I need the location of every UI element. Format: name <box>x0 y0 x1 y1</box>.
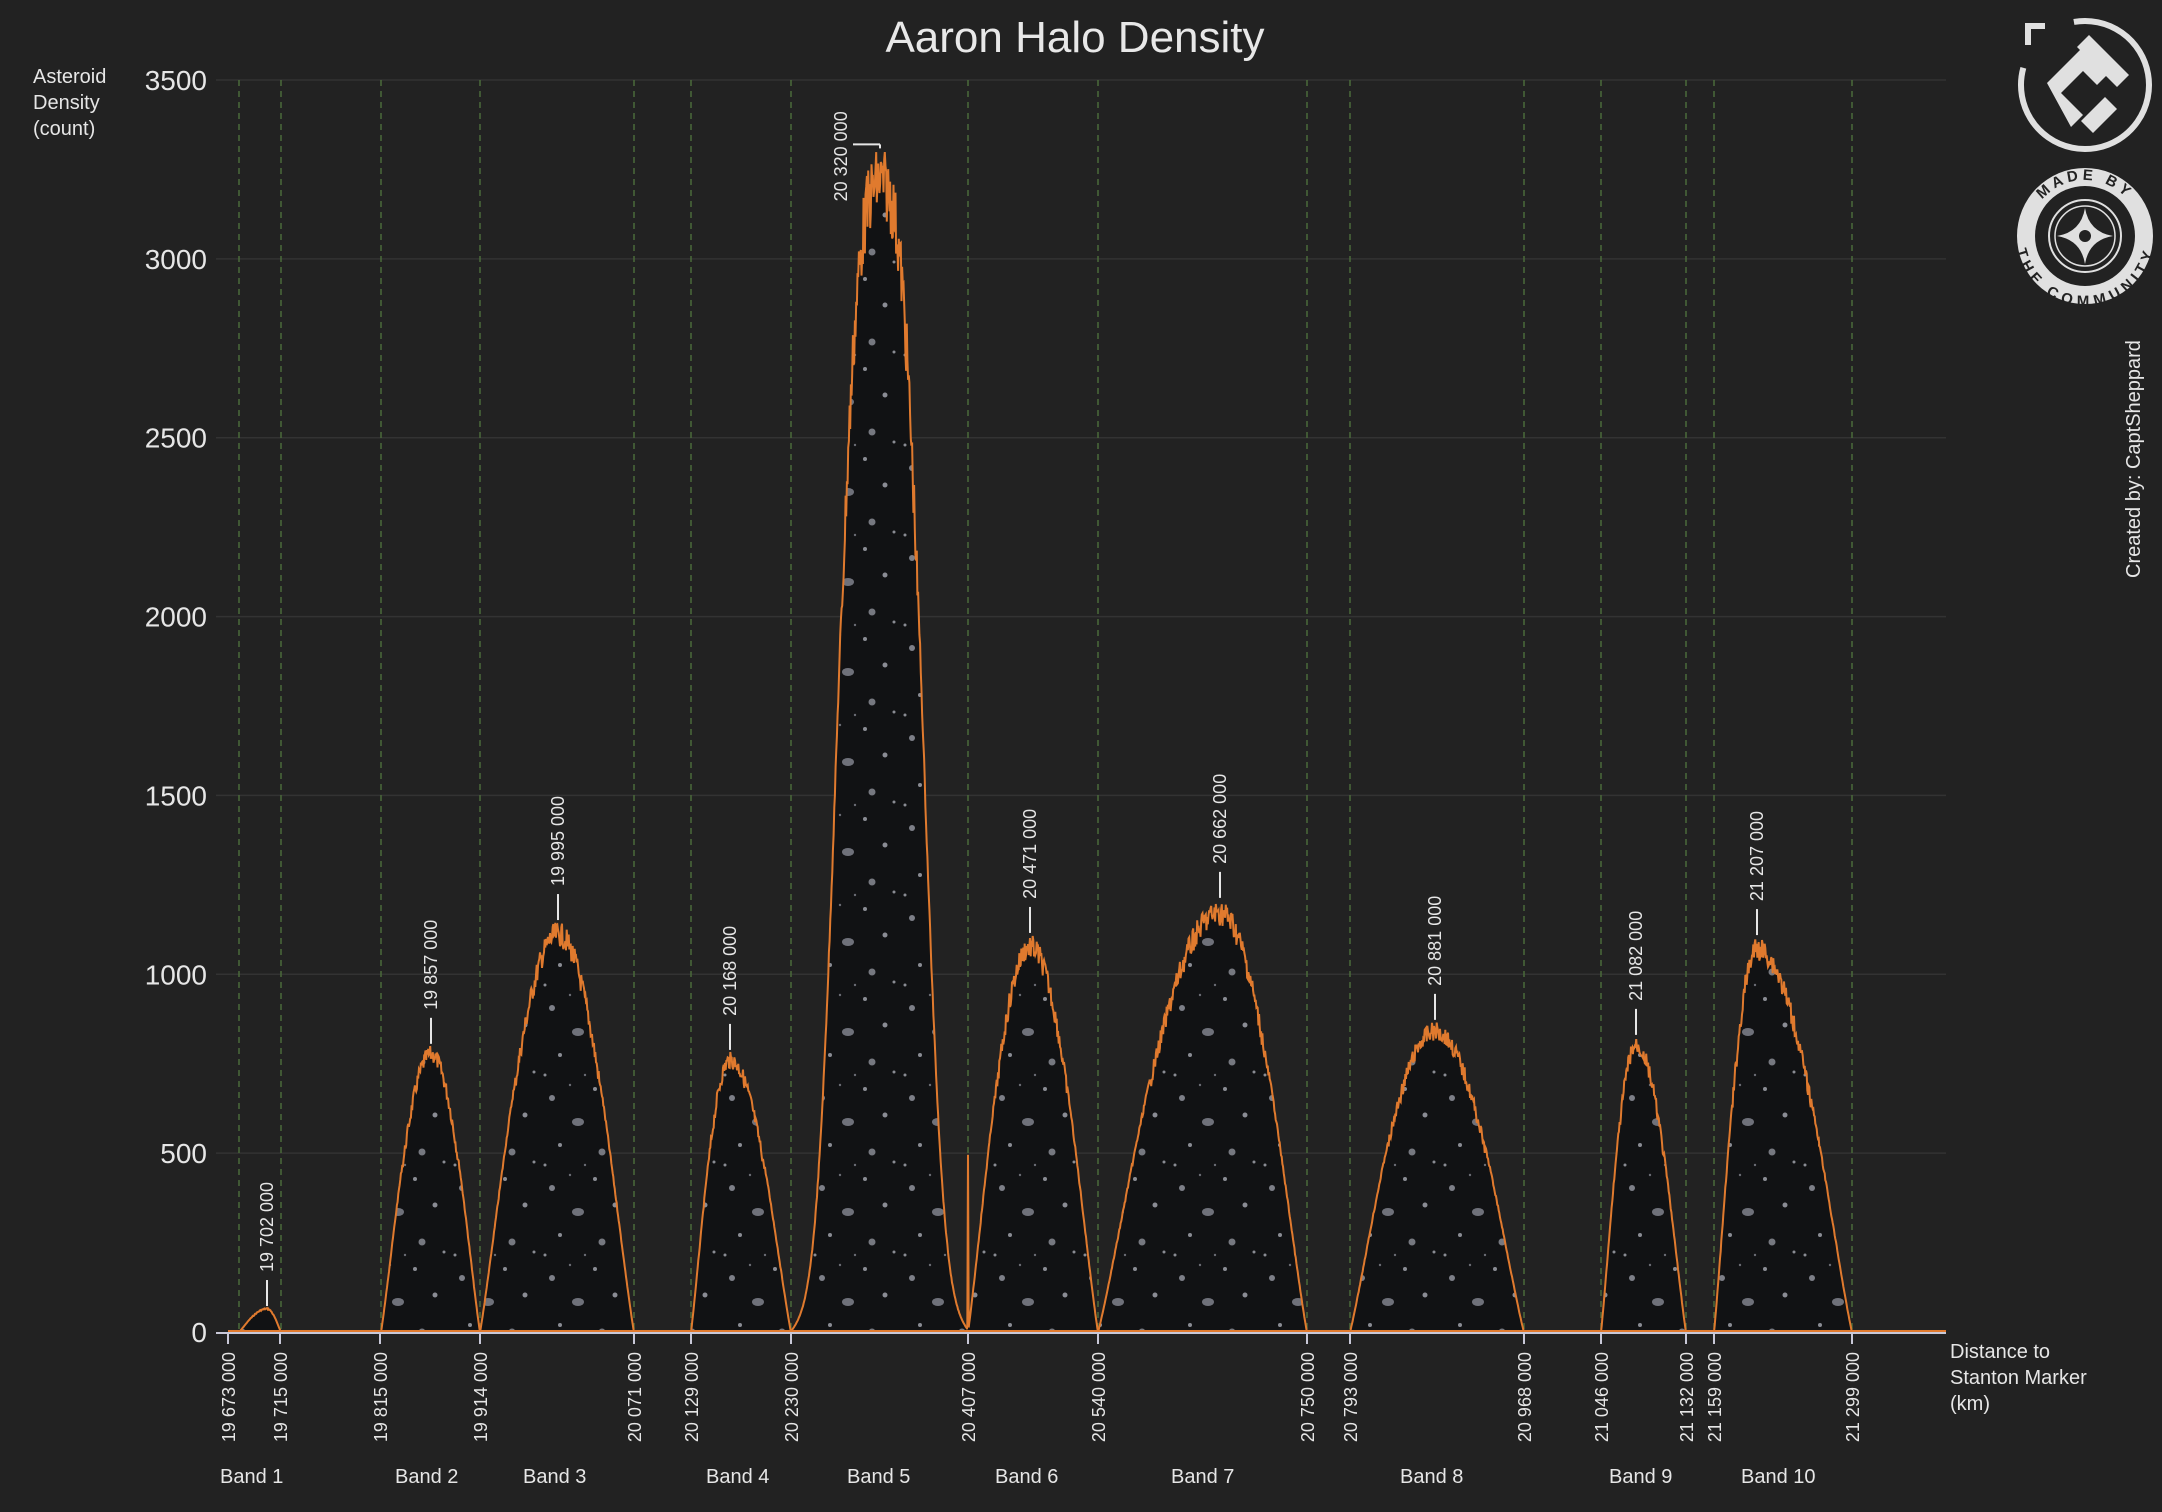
x-tick-label: 19 914 000 <box>471 1352 491 1442</box>
band-area <box>381 1046 480 1332</box>
band-area <box>1098 904 1307 1332</box>
x-tick-label: 21 299 000 <box>1843 1352 1863 1442</box>
density-line <box>967 935 1099 1333</box>
y-tick-label: 1500 <box>145 780 207 811</box>
density-line <box>380 1046 481 1333</box>
x-axis-label-line: (km) <box>1950 1393 1990 1415</box>
band-label: Band 10 <box>1741 1466 1816 1488</box>
density-line <box>1600 1039 1687 1333</box>
peak-label: 20 320 000 <box>831 111 851 201</box>
band-area <box>1601 1039 1686 1332</box>
y-axis-label-line: (count) <box>33 118 95 140</box>
band-area <box>239 1308 281 1332</box>
y-axis-label-line: Asteroid <box>33 66 106 88</box>
band-label: Band 4 <box>706 1466 769 1488</box>
y-axis-label: Asteroid Density (count) <box>33 66 106 140</box>
chart-title: Aaron Halo Density <box>885 13 1264 62</box>
band-label: Band 6 <box>995 1466 1058 1488</box>
band-label: Band 7 <box>1171 1466 1234 1488</box>
peak-label: 21 207 000 <box>1747 811 1767 901</box>
y-tick-label: 3000 <box>145 244 207 275</box>
peak-label: 19 995 000 <box>548 796 568 886</box>
band-area <box>691 1052 791 1332</box>
y-tick-label: 500 <box>160 1138 207 1169</box>
density-line <box>1349 1022 1525 1333</box>
density-line <box>790 152 969 1332</box>
band-label: Band 9 <box>1609 1466 1672 1488</box>
made-by-community-badge: MADE BY THE COMMUNITY <box>2012 167 2154 310</box>
band-label: Band 3 <box>523 1466 586 1488</box>
y-gridlines <box>216 79 1946 1154</box>
density-line <box>479 922 635 1333</box>
density-line <box>1097 903 1308 1333</box>
peak-label: 21 082 000 <box>1626 911 1646 1001</box>
density-line <box>1713 939 1853 1333</box>
peak-label: 19 857 000 <box>421 920 441 1010</box>
x-tick-label: 20 071 000 <box>625 1352 645 1442</box>
band-labels: Band 1 Band 2 Band 3 Band 4 Band 5 Band 6 Band… <box>220 1466 1816 1488</box>
band-label: Band 1 <box>220 1466 283 1488</box>
y-axis-ticks: 0 500 1000 1500 2000 2500 3000 3500 <box>145 65 207 1348</box>
band-label: Band 8 <box>1400 1466 1463 1488</box>
band-label: Band 2 <box>395 1466 458 1488</box>
peak-label: 20 662 000 <box>1210 774 1230 864</box>
credit-text: Created by: CaptSheppard <box>2123 340 2145 578</box>
x-tick-label: 19 715 000 <box>271 1352 291 1442</box>
x-axis-ticks: 19 673 000 19 715 000 19 815 000 19 914 000… <box>219 1332 1863 1442</box>
y-tick-label: 0 <box>191 1317 207 1348</box>
logo-icon <box>2018 18 2152 152</box>
peak-label: 20 168 000 <box>720 926 740 1016</box>
band-label: Band 5 <box>847 1466 910 1488</box>
band-area <box>1350 1022 1524 1332</box>
x-axis-label-line: Distance to <box>1950 1341 2050 1363</box>
x-tick-label: 19 673 000 <box>219 1352 239 1442</box>
x-tick-label: 20 793 000 <box>1341 1352 1361 1442</box>
x-tick-label: 21 132 000 <box>1677 1352 1697 1442</box>
density-line <box>690 1051 792 1333</box>
x-axis-label-line: Stanton Marker <box>1950 1367 2087 1389</box>
title: Aaron Halo Density <box>885 13 1264 62</box>
band-area <box>791 152 968 1333</box>
peak-annotations: 19 702 000 19 857 000 19 995 000 20 168 000… <box>257 111 1767 1307</box>
density-line <box>238 1306 282 1333</box>
y-tick-label: 2500 <box>145 423 207 454</box>
x-tick-label: 20 129 000 <box>682 1352 702 1442</box>
band-area <box>480 922 634 1332</box>
peak-label: 20 471 000 <box>1020 809 1040 899</box>
x-tick-label: 20 407 000 <box>959 1352 979 1442</box>
band-area <box>1714 939 1852 1332</box>
x-tick-label: 21 046 000 <box>1592 1352 1612 1442</box>
band-areas <box>238 152 1853 1333</box>
x-tick-label: 21 159 000 <box>1705 1352 1725 1442</box>
x-axis-label: Distance to Stanton Marker (km) <box>1950 1341 2087 1415</box>
x-tick-label: 20 230 000 <box>782 1352 802 1442</box>
y-tick-label: 1000 <box>145 959 207 990</box>
x-tick-label: 19 815 000 <box>371 1352 391 1442</box>
y-axis-label-line: Density <box>33 92 100 114</box>
peak-label: 20 881 000 <box>1425 896 1445 986</box>
x-tick-label: 20 750 000 <box>1298 1352 1318 1442</box>
band-area <box>968 936 1098 1332</box>
peak-label: 19 702 000 <box>257 1182 277 1272</box>
y-tick-label: 3500 <box>145 65 207 96</box>
x-tick-label: 20 540 000 <box>1089 1352 1109 1442</box>
y-tick-label: 2000 <box>145 602 207 633</box>
x-tick-label: 20 968 000 <box>1515 1352 1535 1442</box>
